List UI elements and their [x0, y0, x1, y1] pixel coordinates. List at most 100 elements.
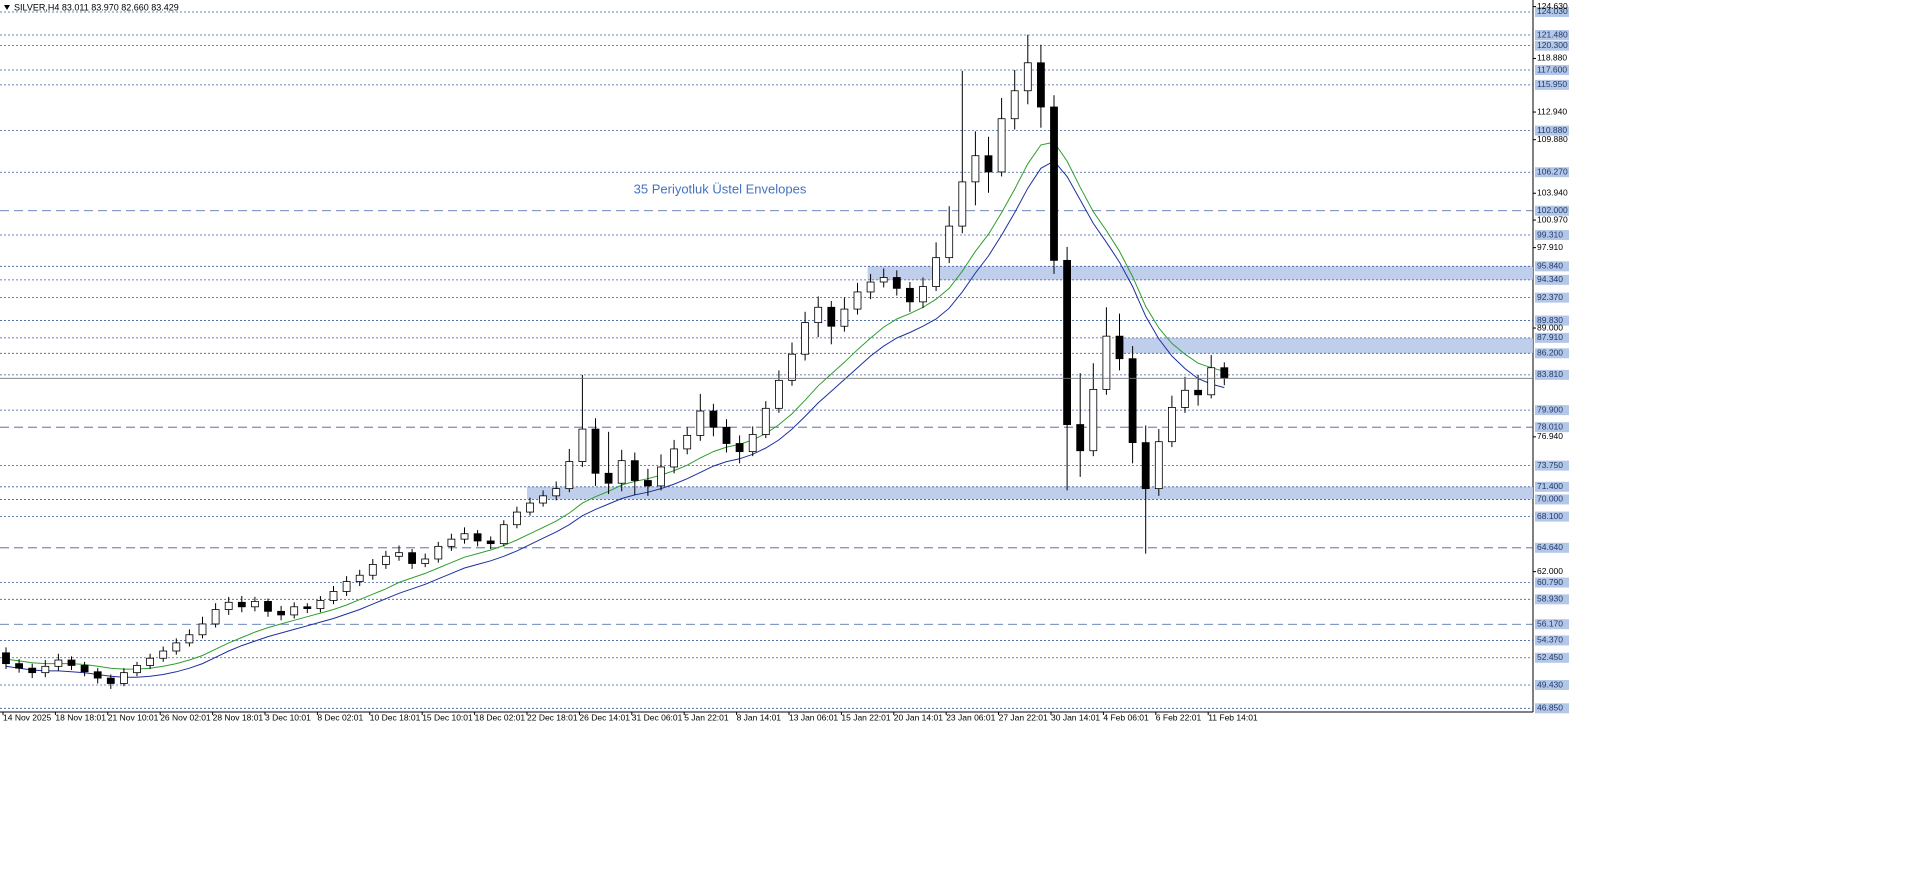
candle-body: [1089, 388, 1098, 452]
candle-body: [316, 600, 325, 610]
candle-body: [499, 524, 508, 545]
level-label-box: [1535, 680, 1569, 691]
level-label-box: [1535, 652, 1569, 663]
level-label: 87.910: [1537, 332, 1563, 342]
x-tick-label: 23 Jan 06:01: [946, 712, 995, 722]
x-tick-label: 15 Jan 22:01: [841, 712, 890, 722]
candle-body: [722, 426, 731, 444]
level-label: 56.170: [1537, 618, 1563, 628]
candle-body: [670, 448, 678, 468]
candle-body: [604, 472, 613, 484]
candle-body: [381, 555, 390, 565]
candle-body: [486, 540, 495, 545]
candle-body: [1076, 424, 1085, 452]
level-label-box: [1535, 594, 1569, 605]
level-label: 95.840: [1537, 261, 1563, 271]
candle-body: [683, 434, 692, 450]
candle-body: [1220, 367, 1229, 379]
level-label-box: [1535, 542, 1569, 553]
candle-body: [709, 410, 718, 428]
level-label: 92.370: [1537, 292, 1563, 302]
x-tick-label: 5 Jan 22:01: [684, 712, 729, 722]
y-tick-label: 97.910: [1537, 242, 1563, 252]
candle-body: [2, 652, 10, 665]
candle-body: [460, 533, 469, 540]
level-label-box: [1535, 125, 1569, 136]
y-tick-label: 76.940: [1537, 431, 1563, 441]
candle-body: [827, 306, 836, 327]
candle-body: [198, 623, 207, 636]
level-label: 106.270: [1537, 166, 1568, 176]
candle-body: [1181, 389, 1189, 408]
level-label-box: [1535, 348, 1569, 359]
candle-body: [172, 642, 181, 652]
level-label-box: [1535, 511, 1569, 522]
candle-body: [28, 667, 37, 674]
candle-body: [133, 665, 141, 674]
x-tick-label: 18 Nov 18:01: [55, 712, 106, 722]
level-label-box: [1535, 703, 1569, 714]
candle-body: [775, 379, 783, 409]
level-label-box: [1535, 405, 1569, 416]
symbol-menu-icon[interactable]: [4, 5, 10, 10]
candle-body: [761, 407, 770, 435]
level-label-box: [1535, 619, 1569, 630]
candle-body: [617, 460, 626, 484]
y-tick-label: 112.940: [1537, 106, 1567, 116]
y-tick-label: 124.630: [1537, 1, 1568, 11]
candle-body: [224, 601, 233, 610]
x-tick-label: 26 Dec 14:01: [579, 712, 630, 722]
level-label: 68.100: [1537, 511, 1563, 521]
envelope-line: [5, 141, 1225, 670]
candle-body: [958, 181, 967, 227]
level-label: 52.450: [1537, 652, 1563, 662]
level-label-box: [1535, 422, 1569, 433]
candle-body: [1115, 335, 1124, 360]
candle-body: [565, 461, 574, 490]
candle-body: [997, 118, 1006, 173]
level-label: 115.950: [1537, 79, 1567, 89]
candle-body: [329, 591, 338, 601]
x-tick-label: 3 Dec 10:01: [265, 712, 311, 722]
envelope-line: [5, 160, 1225, 678]
level-label: 89.830: [1537, 315, 1563, 325]
price-zone: [1116, 337, 1533, 354]
level-label: 46.850: [1537, 703, 1563, 713]
candle-body: [552, 488, 561, 497]
candle-body: [945, 225, 954, 259]
candle-body: [866, 281, 875, 293]
candle-body: [853, 291, 862, 310]
candle-body: [840, 308, 849, 327]
level-label-box: [1535, 369, 1569, 380]
candle-body: [1141, 442, 1150, 490]
candle-body: [932, 257, 940, 287]
x-tick-label: 27 Jan 22:01: [999, 712, 1048, 722]
level-label-box: [1535, 494, 1569, 505]
level-label: 110.880: [1537, 125, 1567, 135]
candle-body: [250, 600, 259, 608]
candle-body: [1128, 358, 1137, 444]
x-tick-label: 30 Jan 14:01: [1051, 712, 1100, 722]
level-label: 73.750: [1537, 460, 1563, 470]
level-label: 124.030: [1537, 6, 1568, 16]
level-label-box: [1535, 167, 1569, 178]
x-tick-label: 14 Nov 2025: [3, 712, 51, 722]
level-label: 83.810: [1537, 369, 1563, 379]
level-label-box: [1535, 79, 1569, 90]
candle-body: [80, 665, 89, 673]
candle-body: [54, 659, 63, 667]
candle-body: [342, 581, 351, 592]
candle-body: [93, 671, 102, 679]
candle-body: [1063, 259, 1071, 425]
candle-body: [906, 287, 914, 303]
x-tick-label: 28 Nov 18:01: [213, 712, 264, 722]
candle-body: [355, 574, 364, 582]
candle-body: [735, 443, 744, 453]
candle-body: [644, 480, 652, 487]
y-tick-label: 100.970: [1537, 214, 1568, 224]
level-label-box: [1535, 460, 1569, 471]
candle-body: [290, 606, 299, 616]
price-zone: [527, 486, 1533, 500]
